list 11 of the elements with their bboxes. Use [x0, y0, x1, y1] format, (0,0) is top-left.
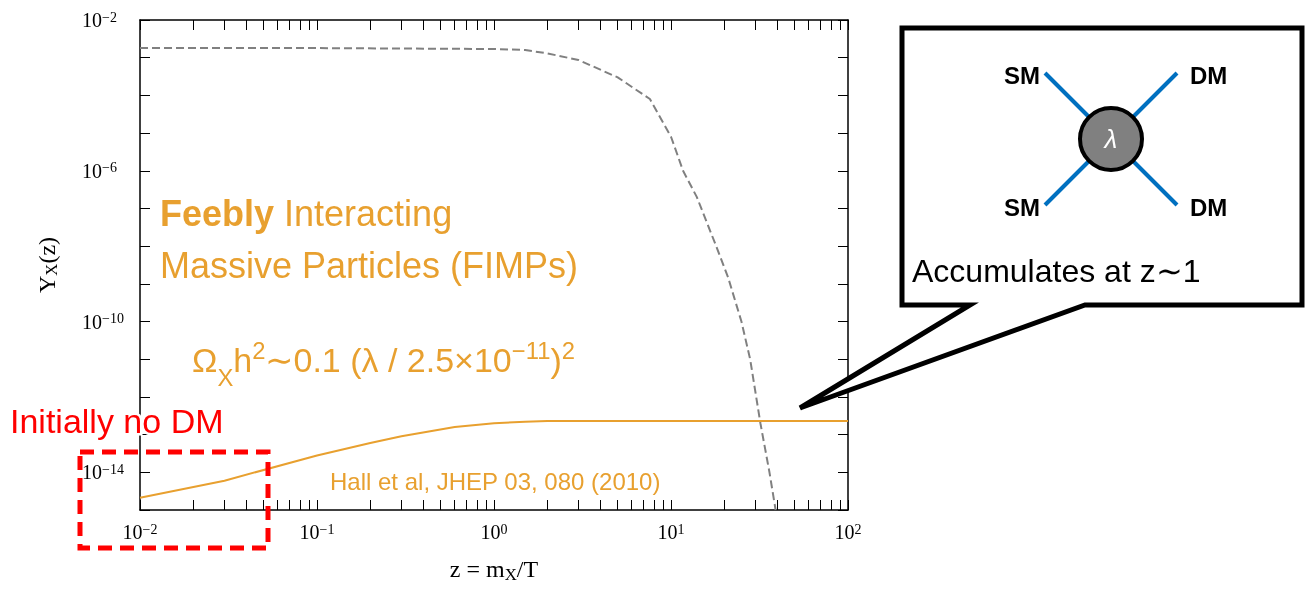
annotation: Hall et al, JHEP 03, 080 (2010) [330, 468, 661, 495]
text: DM [1190, 62, 1228, 89]
text: Accumulates at z∼1 [912, 253, 1201, 289]
annotation: Massive Particles (FIMPs) [160, 245, 579, 286]
text: DM [1190, 194, 1228, 221]
annotation: Feebly Interacting [160, 193, 453, 234]
text: SM [1004, 62, 1040, 89]
annotation: Ω$_{X}$h$^{2}$∼0.1 (λ / 2.5×10$^{−11}$)$^{2}$ [192, 336, 575, 391]
y-axis-title: YX(z) [33, 236, 61, 294]
text: λ [1102, 124, 1118, 154]
text: SM [1004, 194, 1040, 221]
